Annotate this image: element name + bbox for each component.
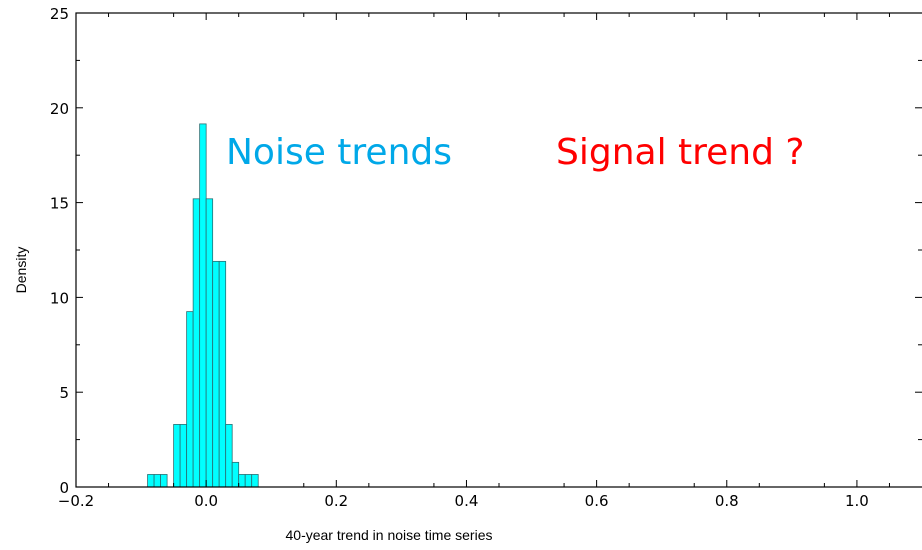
x-axis-label: 40-year trend in noise time series	[286, 527, 493, 543]
y-tick-label: 15	[50, 195, 69, 213]
x-tick-label: 0.0	[194, 492, 218, 510]
histogram-bar	[147, 474, 155, 488]
histogram-bar	[186, 311, 194, 488]
x-tick-label: −0.2	[58, 492, 94, 510]
y-tick-label: 5	[59, 384, 69, 402]
histogram-bar	[153, 474, 161, 488]
x-tick-label: 1.0	[845, 492, 869, 510]
y-tick-label: 20	[50, 100, 69, 118]
histogram-bar	[199, 123, 207, 488]
x-tick-label: 0.2	[324, 492, 348, 510]
histogram-bar	[231, 461, 240, 488]
bars-group	[147, 123, 259, 488]
x-tick-label: 0.4	[455, 492, 479, 510]
histogram-bar	[212, 260, 220, 488]
annotation-signal-trend: Signal trend ?	[556, 132, 805, 173]
y-tick-label: 10	[50, 289, 69, 307]
histogram-bar	[160, 474, 168, 488]
histogram-bar	[225, 424, 233, 488]
y-tick-label: 0	[59, 479, 69, 497]
histogram-bar	[192, 198, 201, 488]
histogram-bar	[251, 474, 259, 488]
histogram-bar	[173, 424, 181, 488]
histogram-bar	[205, 198, 214, 488]
ticks-group	[75, 12, 922, 488]
y-tick-label: 25	[50, 5, 69, 23]
x-tick-label: 0.8	[715, 492, 739, 510]
histogram-bar	[179, 424, 188, 488]
tick-labels-group: −0.2 0.0 0.2 0.4 0.6 0.8 1.0 0 5 10 15 20 25	[50, 5, 869, 510]
histogram-bar	[238, 474, 246, 488]
x-tick-label: 0.6	[585, 492, 609, 510]
histogram-bar	[218, 260, 227, 488]
histogram-bar	[244, 474, 253, 488]
annotation-noise-trends: Noise trends	[226, 132, 452, 173]
y-axis-label: Density	[13, 247, 29, 294]
